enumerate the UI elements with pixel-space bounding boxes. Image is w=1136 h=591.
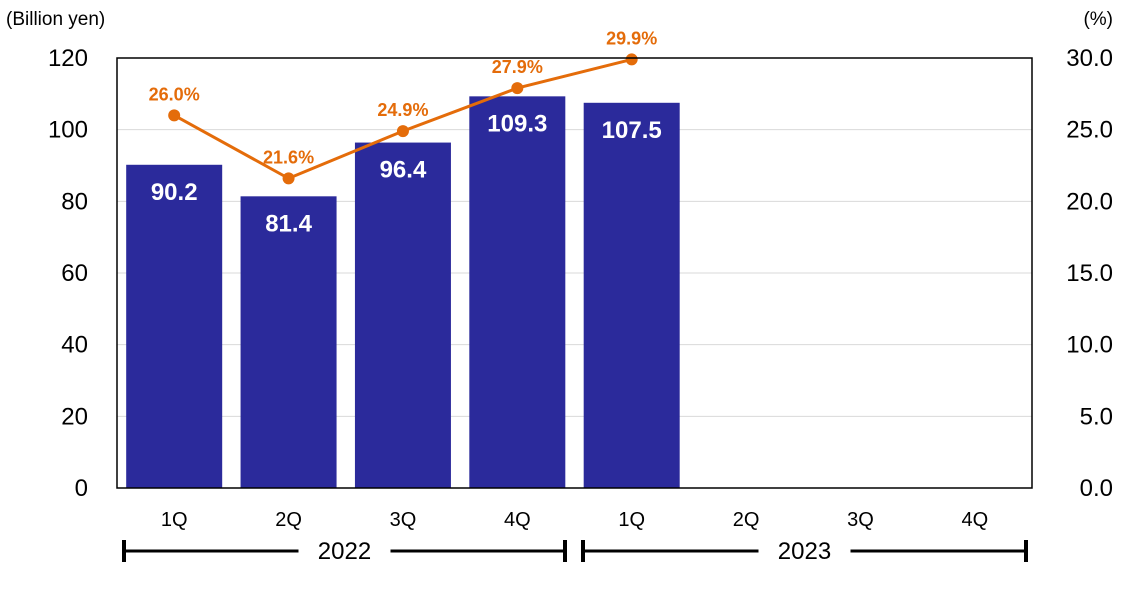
ratio-point [511,82,524,95]
ratio-point [282,172,295,185]
plot-frame [116,57,1033,489]
year-brackets: 2022 2023 [122,538,1028,565]
category-label: 3Q [390,509,417,531]
ratio-line: 26.0% 21.6% 24.9% 27.9% 29.9% [149,28,657,185]
bar-value-label: 109.3 [487,110,547,137]
category-label: 4Q [504,509,531,531]
ratio-point [168,109,181,122]
plot-border [116,57,1033,489]
right-axis-unit: (%) [1083,9,1113,30]
bar [469,96,566,488]
right-tick-label: 5.0 [1080,403,1113,430]
bar [240,196,337,489]
right-tick-label: 20.0 [1066,188,1113,215]
bar-value-label: 96.4 [380,157,427,184]
left-tick-label: 60 [61,260,88,287]
right-tick-label: 15.0 [1066,260,1113,287]
year-label: 2022 [318,538,371,565]
ratio-point [625,53,638,66]
bars: 90.2 81.4 96.4 109.3 107.5 [126,96,680,489]
category-label: 3Q [847,509,874,531]
category-label: 4Q [961,509,988,531]
right-tick-label: 10.0 [1066,332,1113,359]
bar [126,164,223,489]
ratio-value-label: 26.0% [149,84,200,104]
bar [354,142,451,489]
left-tick-label: 20 [61,403,88,430]
left-tick-label: 120 [48,45,88,72]
bar-value-label: 90.2 [151,179,198,206]
left-tick-label: 100 [48,117,88,144]
category-label: 2Q [275,509,302,531]
ratio-value-label: 27.9% [492,57,543,77]
ratio-value-label: 29.9% [606,28,657,48]
category-label: 1Q [618,509,645,531]
bar-value-label: 81.4 [265,210,312,237]
category-label: 2Q [733,509,760,531]
ratio-point [396,125,409,138]
right-tick-label: 30.0 [1066,45,1113,72]
bar-value-label: 107.5 [602,117,662,144]
ratio-value-label: 24.9% [377,100,428,120]
left-tick-label: 40 [61,332,88,359]
year-label: 2023 [778,538,831,565]
left-axis-unit: (Billion yen) [6,9,105,30]
ratio-value-label: 21.6% [263,147,314,167]
axis-ticks: 0 0.0 20 5.0 40 10.0 60 15.0 80 20.0 100 25.0 120 30.… [48,45,1113,531]
right-tick-label: 25.0 [1066,117,1113,144]
left-tick-label: 0 [75,475,88,502]
bar [583,102,680,489]
right-tick-label: 0.0 [1080,475,1113,502]
left-tick-label: 80 [61,188,88,215]
category-label: 1Q [161,509,188,531]
